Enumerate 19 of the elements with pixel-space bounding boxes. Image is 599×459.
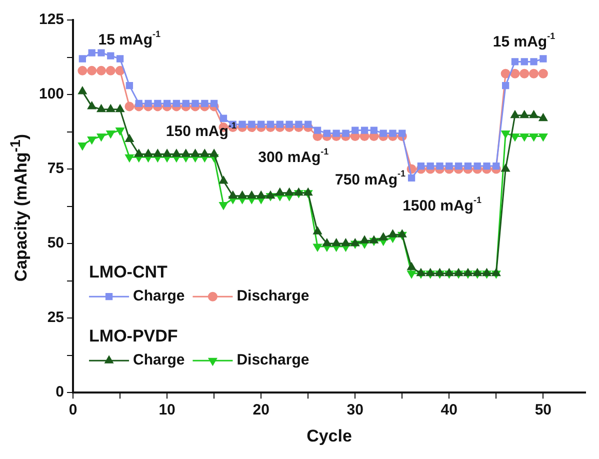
annotation: LMO-CNT (89, 262, 168, 282)
y-tick-label: 75 (47, 160, 64, 178)
x-tick-label: 40 (440, 402, 458, 419)
y-tick-label: 125 (38, 11, 64, 28)
legend-label: Charge (133, 288, 185, 305)
x-tick-label: 10 (158, 402, 176, 419)
y-tick-label: 25 (47, 309, 64, 326)
legend-label: Discharge (236, 288, 310, 305)
x-tick-label: 0 (68, 402, 78, 419)
x-tick-label: 50 (534, 402, 552, 419)
y-tick-label: 100 (38, 86, 64, 103)
y-tick-label: 50 (47, 234, 64, 252)
x-tick-label: 20 (252, 402, 270, 419)
annotation: LMO-PVDF (89, 326, 178, 346)
legend-label: Discharge (236, 352, 310, 369)
x-tick-label: 30 (346, 402, 364, 419)
legend-label: Charge (133, 352, 185, 369)
y-tick-label: 0 (56, 384, 64, 401)
x-axis-title: Cycle (306, 426, 352, 446)
